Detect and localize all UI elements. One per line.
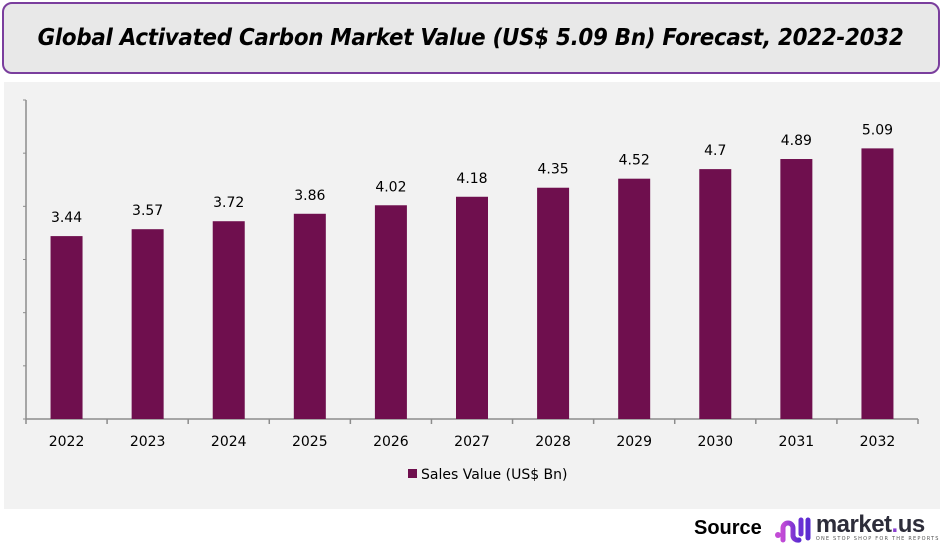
bar-2030 [699,169,732,419]
brand-tagline: ONE STOP SHOP FOR THE REPORTS [815,535,940,542]
data-label-2024: 3.72 [213,195,244,211]
x-tick-label-2027: 2027 [454,434,490,450]
x-tick-label-2022: 2022 [49,434,85,450]
x-tick-label-2025: 2025 [292,434,328,450]
chart-title-box: Global Activated Carbon Market Value (US… [2,2,940,74]
source-label: Source [694,516,762,539]
legend-swatch [408,469,417,478]
data-label-2031: 4.89 [781,133,812,149]
x-tick-label-2030: 2030 [697,434,733,450]
market-us-logo: market.us ONE STOP SHOP FOR THE REPORTS [774,512,940,544]
bar-2032 [861,148,894,420]
bars [50,148,894,420]
data-label-2030: 4.7 [704,143,726,159]
bar-2031 [780,159,813,419]
data-label-2025: 3.86 [294,188,325,204]
bar-2028 [537,187,570,419]
x-tick-label-2032: 2032 [860,434,896,450]
x-tick-label-2024: 2024 [211,434,247,450]
chart-title: Global Activated Carbon Market Value (US… [38,25,904,51]
x-tick-labels: 2022 2023 2024 2025 2026 2027 2028 2029 2030 2031… [49,434,896,450]
legend: Sales Value (US$ Bn) [408,467,568,483]
data-label-2028: 4.35 [538,162,569,178]
x-tick-label-2026: 2026 [373,434,409,450]
data-label-2026: 4.02 [375,179,406,195]
x-tick-label-2029: 2029 [616,434,652,450]
data-label-2029: 4.52 [619,153,650,169]
data-label-2023: 3.57 [132,203,163,219]
bar-2024 [212,221,245,419]
bar-2029 [618,178,651,419]
x-tick-label-2028: 2028 [535,434,571,450]
brand-name: market.us [815,510,925,538]
data-label-2027: 4.18 [456,171,487,187]
bar-2023 [131,229,164,419]
data-label-2022: 3.44 [51,210,82,226]
bar-2026 [374,205,407,419]
bar-2022 [50,236,83,419]
data-labels: 3.44 3.57 3.72 3.86 4.02 4.18 4.35 4.52 4.7 4.89 5… [51,122,893,226]
bar-2025 [293,213,326,419]
data-label-2032: 5.09 [862,122,893,138]
legend-label: Sales Value (US$ Bn) [421,467,568,483]
x-tick-label-2023: 2023 [130,434,166,450]
bar-2027 [456,196,488,419]
logo-mark-icon [774,517,811,543]
source-attribution: Source market.us ONE STOP SHOP FOR THE R… [694,512,940,544]
x-tick-label-2031: 2031 [779,434,815,450]
